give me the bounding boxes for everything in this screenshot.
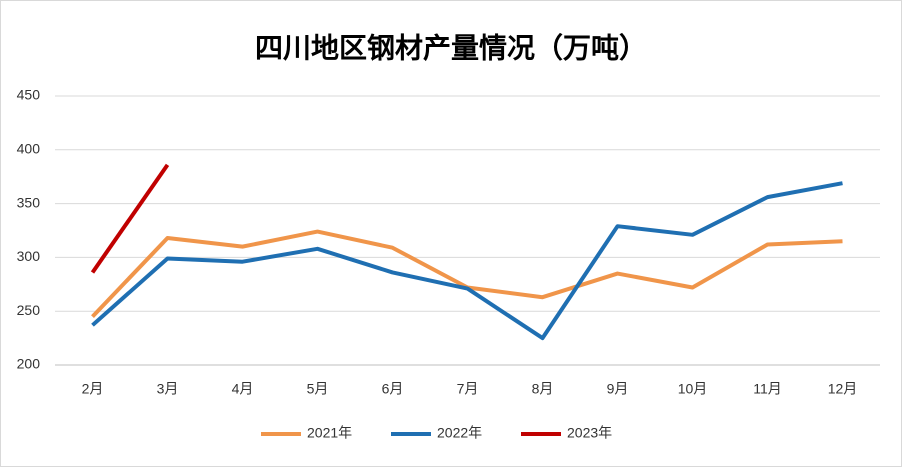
x-tick-label: 7月 bbox=[457, 381, 479, 397]
legend-label: 2023年 bbox=[567, 425, 612, 441]
y-tick-label: 350 bbox=[17, 194, 41, 210]
y-tick-label: 300 bbox=[17, 248, 41, 264]
y-tick-label: 450 bbox=[17, 87, 41, 103]
x-tick-label: 5月 bbox=[307, 381, 329, 397]
y-tick-label: 250 bbox=[17, 302, 41, 318]
x-tick-label: 8月 bbox=[532, 381, 554, 397]
series-line bbox=[91, 181, 843, 341]
x-tick-label: 9月 bbox=[607, 381, 629, 397]
x-tick-label: 11月 bbox=[753, 381, 782, 397]
chart-title: 四川地区钢材产量情况（万吨） bbox=[255, 31, 647, 63]
x-tick-label: 6月 bbox=[382, 381, 404, 397]
x-tick-label: 2月 bbox=[82, 381, 104, 397]
y-tick-label: 400 bbox=[17, 141, 41, 157]
x-tick-label: 10月 bbox=[678, 381, 708, 397]
x-tick-label: 3月 bbox=[157, 381, 179, 397]
x-tick-label: 4月 bbox=[232, 381, 254, 397]
y-tick-label: 200 bbox=[17, 356, 41, 372]
legend-label: 2022年 bbox=[437, 425, 482, 441]
x-tick-label: 12月 bbox=[828, 381, 858, 397]
series-line bbox=[90, 163, 170, 274]
legend-label: 2021年 bbox=[307, 425, 352, 441]
